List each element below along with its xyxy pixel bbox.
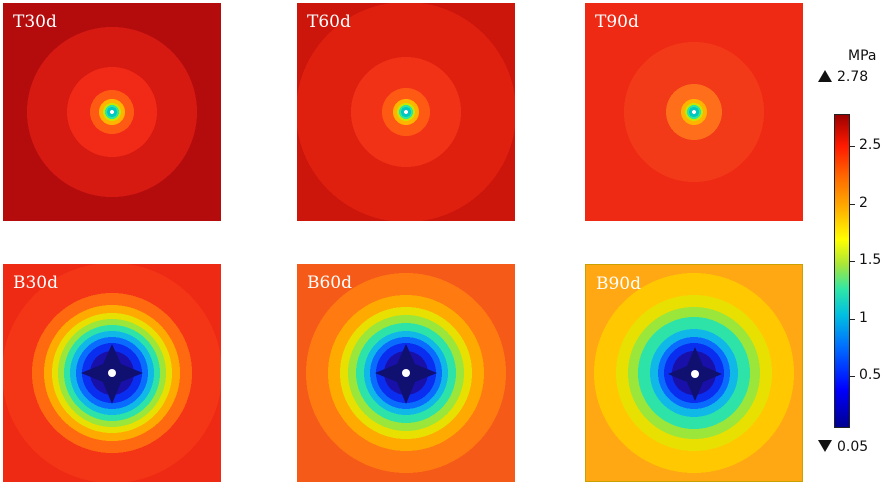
- panel-label: T30d: [13, 12, 57, 32]
- colorbar-unit: MPa: [848, 48, 877, 64]
- colorbar-tick: [850, 146, 855, 148]
- colorbar-tick-label: 1.5: [859, 252, 882, 269]
- panel-t60d: T60d: [297, 3, 515, 221]
- colorbar-tick-label: 0.5: [859, 367, 882, 384]
- colorbar-tick: [850, 318, 855, 320]
- colorbar-min: 0.05: [818, 439, 868, 455]
- triangle-up-icon: [818, 70, 832, 82]
- panel-t30d: T30d: [3, 3, 221, 221]
- colorbar-tick: [850, 203, 855, 205]
- colorbar-tick-label: 1: [859, 309, 868, 326]
- colorbar-tick-label: 2.5: [859, 137, 882, 154]
- colorbar: [834, 114, 850, 428]
- borehole: [108, 369, 116, 377]
- panel-label: B60d: [307, 273, 353, 293]
- panel-label: T60d: [307, 12, 351, 32]
- panel-label: B90d: [596, 274, 642, 294]
- borehole: [691, 370, 699, 378]
- panel-t90d: T90d: [585, 3, 803, 221]
- panel-b30d: B30d: [3, 264, 221, 482]
- colorbar-tick: [850, 261, 855, 263]
- colorbar-max: 2.78: [818, 69, 868, 85]
- colorbar-tick-label: 2: [859, 194, 868, 211]
- borehole: [402, 369, 410, 377]
- triangle-down-icon: [818, 440, 832, 452]
- panel-b90d: B90d: [585, 264, 803, 482]
- colorbar-min-label: 0.05: [837, 439, 869, 455]
- panel-b60d: B60d: [297, 264, 515, 482]
- colorbar-tick: [850, 376, 855, 378]
- panel-label: B30d: [13, 273, 59, 293]
- panel-label: T90d: [595, 12, 639, 32]
- colorbar-max-label: 2.78: [837, 69, 869, 85]
